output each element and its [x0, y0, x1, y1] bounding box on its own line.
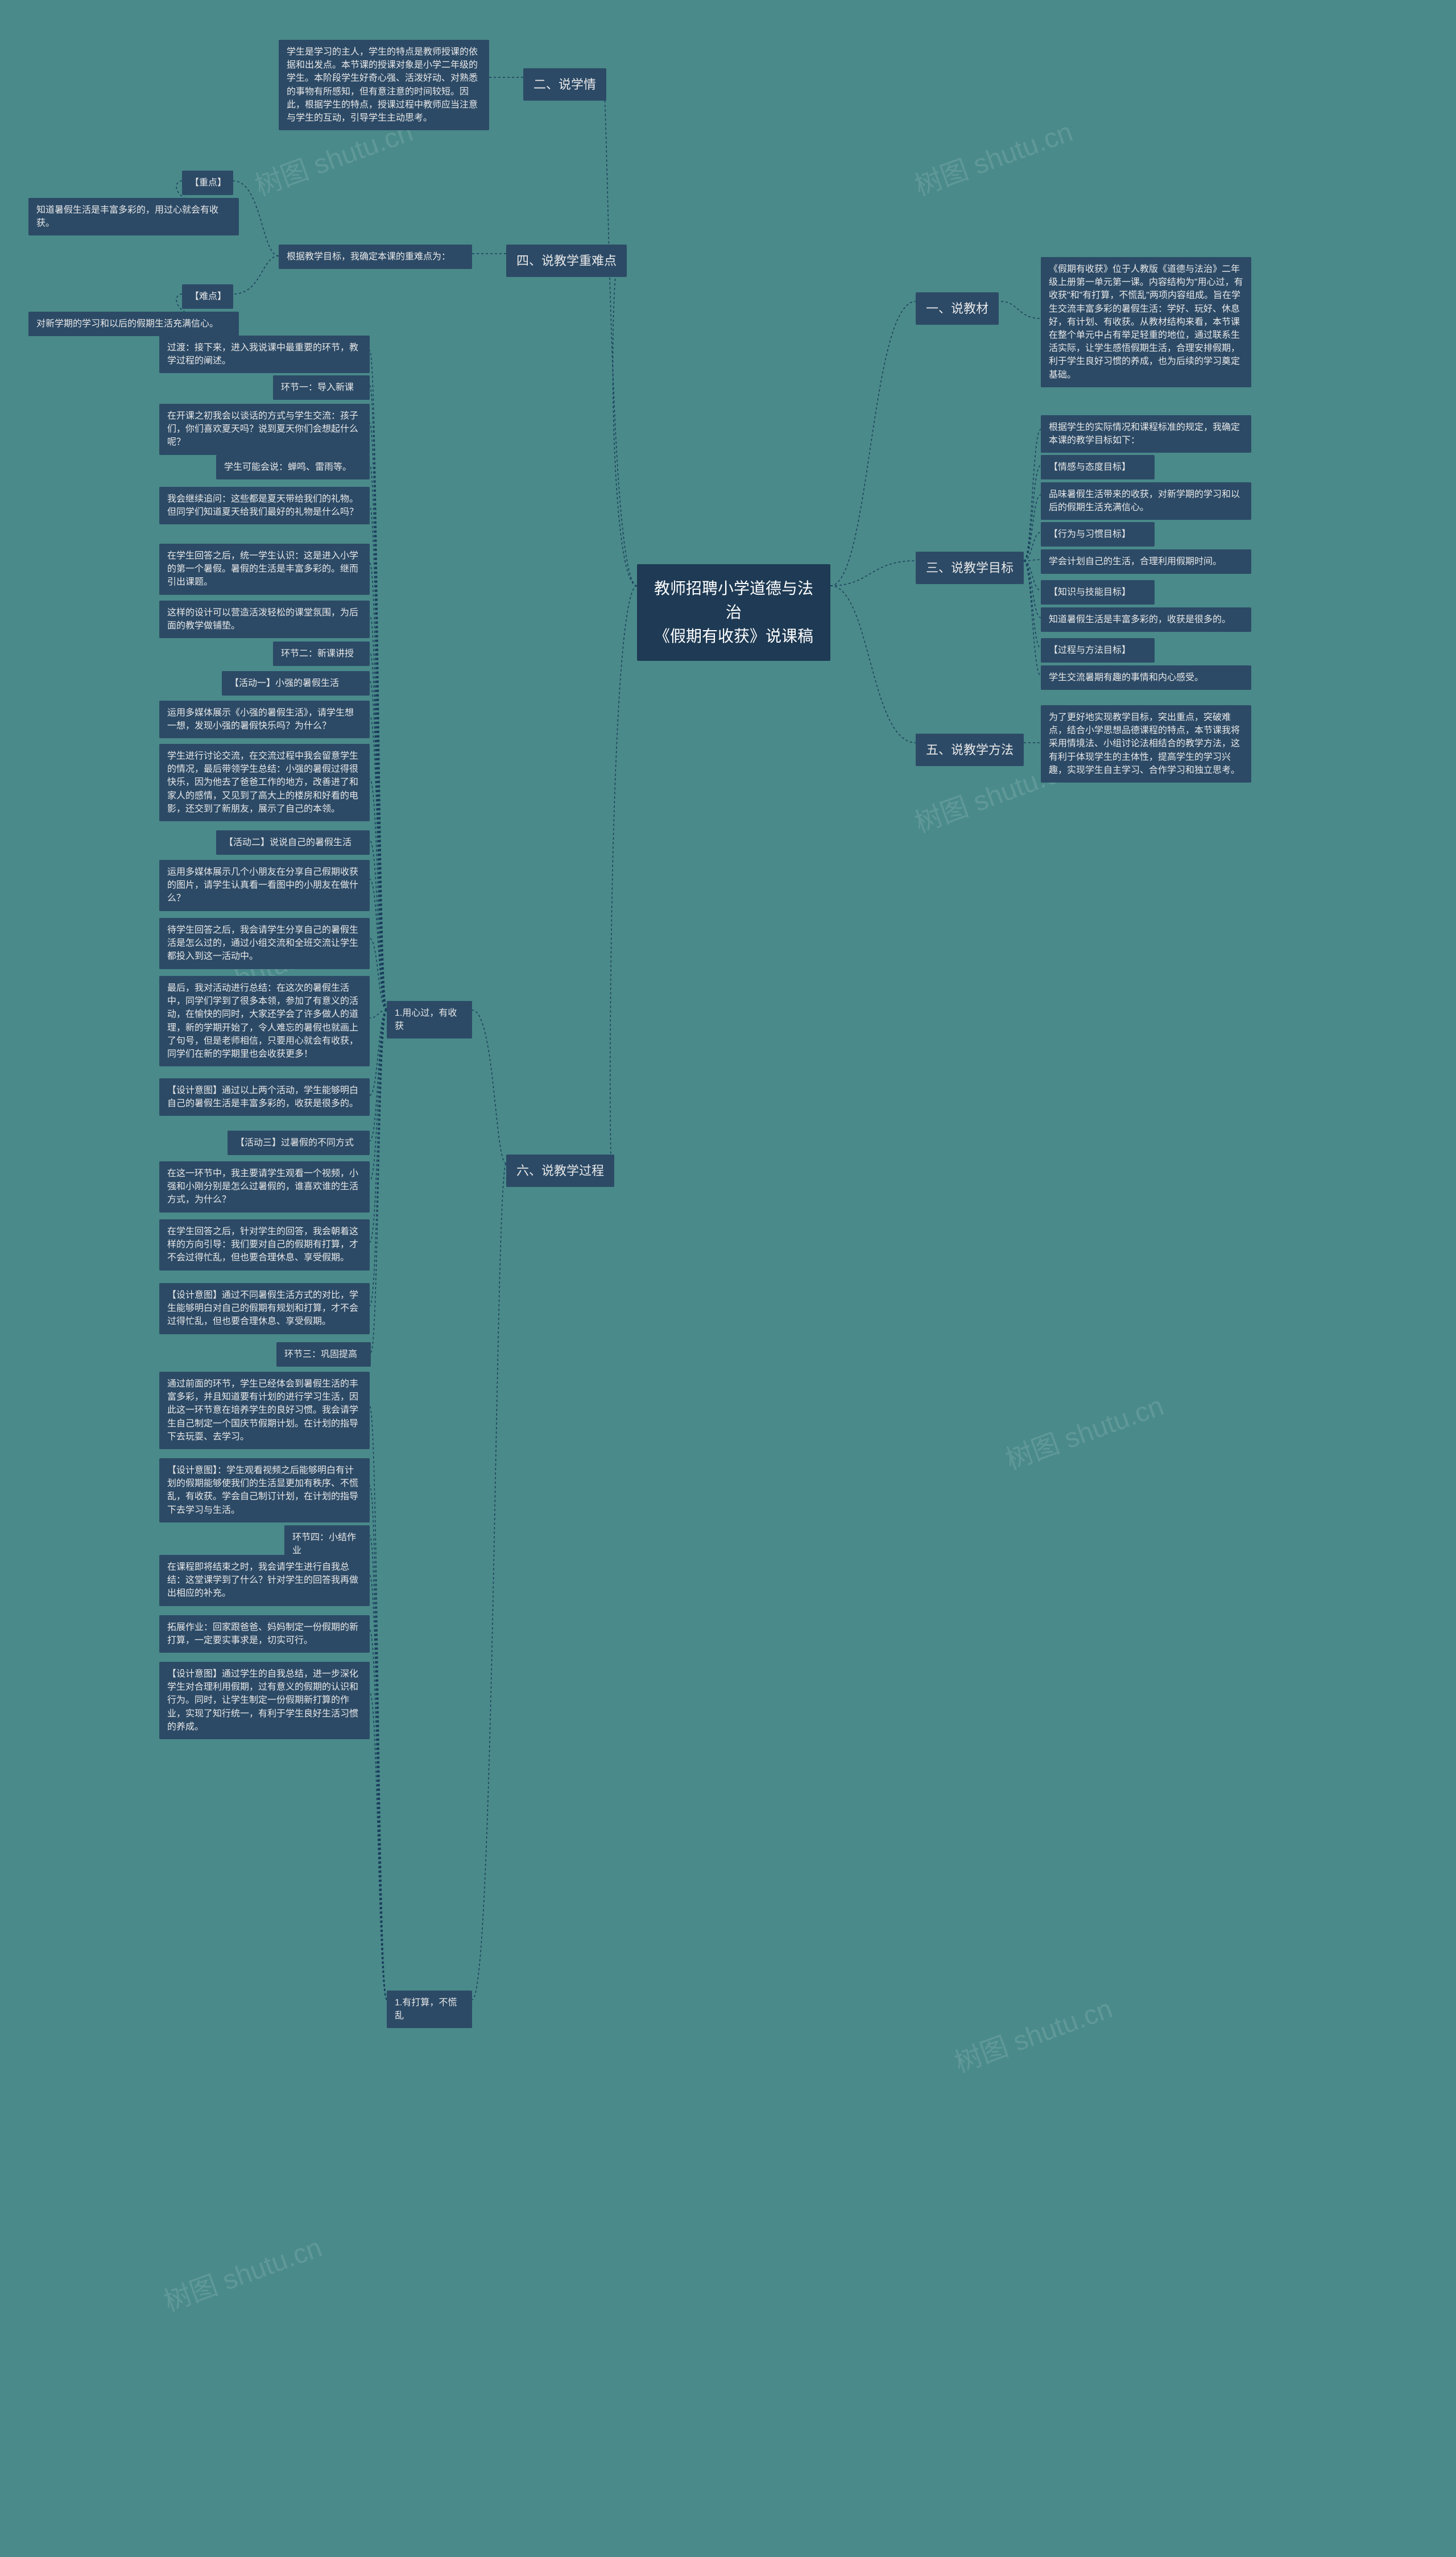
- branch-r3[interactable]: 三、说教学目标: [916, 552, 1024, 584]
- node-l6r[interactable]: 在这一环节中，我主要请学生观看一个视频，小强和小刚分别是怎么过暑假的，谁喜欢谁的…: [159, 1161, 370, 1213]
- node-l6q[interactable]: 【活动三】过暑假的不同方式: [228, 1131, 370, 1155]
- watermark: 树图 shutu.cn: [158, 2225, 326, 2319]
- node-l6c[interactable]: 在开课之初我会以谈话的方式与学生交流：孩子们，你们喜欢夏天吗？说到夏天你们会想起…: [159, 404, 370, 455]
- node-l4b[interactable]: 【重点】: [182, 171, 233, 195]
- node-r3c[interactable]: 品味暑假生活带来的收获，对新学期的学习和以后的假期生活充满信心。: [1041, 482, 1251, 520]
- node-l6s[interactable]: 在学生回答之后，针对学生的回答，我会朝着这样的方向引导：我们要对自己的假期有打算…: [159, 1219, 370, 1271]
- node-l6l[interactable]: 【活动二】说说自己的暑假生活: [216, 830, 370, 855]
- node-l6t[interactable]: 【设计意图】通过不同暑假生活方式的对比，学生能够明白对自己的假期有规划和打算，才…: [159, 1283, 370, 1334]
- node-r3d[interactable]: 【行为与习惯目标】: [1041, 522, 1155, 547]
- node-l6g[interactable]: 这样的设计可以营造活泼轻松的课堂氛围，为后面的教学做铺垫。: [159, 601, 370, 638]
- node-l6s1[interactable]: 1.用心过，有收获: [387, 1001, 472, 1038]
- branch-l2[interactable]: 二、说学情: [523, 68, 606, 101]
- node-r3h[interactable]: 【过程与方法目标】: [1041, 638, 1155, 663]
- branch-r5[interactable]: 五、说教学方法: [916, 734, 1024, 766]
- node-l4p[interactable]: 根据教学目标，我确定本课的重难点为：: [279, 245, 472, 269]
- watermark: 树图 shutu.cn: [999, 1383, 1168, 1477]
- node-l6o[interactable]: 最后，我对活动进行总结：在这次的暑假生活中，同学们学到了很多本领，参加了有意义的…: [159, 976, 370, 1066]
- node-l6f[interactable]: 在学生回答之后，统一学生认识：这是进入小学的第一个暑假。暑假的生活是丰富多彩的。…: [159, 544, 370, 595]
- branch-l4[interactable]: 四、说教学重难点: [506, 245, 627, 277]
- center-line2: 《假期有收获》说课稿: [653, 624, 814, 648]
- node-l6aa[interactable]: 【设计意图】通过学生的自我总结，进一步深化学生对合理利用假期，过有意义的假期的认…: [159, 1662, 370, 1739]
- node-l6n[interactable]: 待学生回答之后，我会请学生分享自己的暑假生活是怎么过的，通过小组交流和全班交流让…: [159, 918, 370, 969]
- node-l6e[interactable]: 我会继续追问：这些都是夏天带给我们的礼物。但同学们知道夏天给我们最好的礼物是什么…: [159, 487, 370, 524]
- node-r3a[interactable]: 根据学生的实际情况和课程标准的规定，我确定本课的教学目标如下：: [1041, 415, 1251, 453]
- center-node[interactable]: 教师招聘小学道德与法治 《假期有收获》说课稿: [637, 564, 830, 661]
- node-l6v[interactable]: 通过前面的环节，学生已经体会到暑假生活的丰富多彩，并且知道要有计划的进行学习生活…: [159, 1372, 370, 1449]
- node-l6a[interactable]: 过渡：接下来，进入我说课中最重要的环节，教学过程的阐述。: [159, 336, 370, 373]
- node-r3e[interactable]: 学会计划自己的生活，合理利用假期时间。: [1041, 549, 1251, 574]
- node-r5a[interactable]: 为了更好地实现教学目标，突出重点，突破难点，结合小学思想品德课程的特点，本节课我…: [1041, 705, 1251, 783]
- node-l6i[interactable]: 【活动一】小强的暑假生活: [222, 671, 370, 696]
- node-r1a[interactable]: 《假期有收获》位于人教版《道德与法治》二年级上册第一单元第一课。内容结构为"用心…: [1041, 257, 1251, 387]
- watermark: 树图 shutu.cn: [908, 109, 1077, 203]
- node-l4c[interactable]: 知道暑假生活是丰富多彩的，用过心就会有收获。: [28, 198, 239, 235]
- node-l6y[interactable]: 在课程即将结束之时，我会请学生进行自我总结：这堂课学到了什么？针对学生的回答我再…: [159, 1555, 370, 1606]
- branch-l6[interactable]: 六、说教学过程: [506, 1155, 614, 1187]
- center-line1: 教师招聘小学道德与法治: [653, 577, 814, 624]
- node-l6m[interactable]: 运用多媒体展示几个小朋友在分享自己假期收获的图片，请学生认真看一看图中的小朋友在…: [159, 860, 370, 911]
- node-l6j[interactable]: 运用多媒体展示《小强的暑假生活》，请学生想一想，发现小强的暑假快乐吗？为什么？: [159, 701, 370, 738]
- node-l6s2[interactable]: 1.有打算，不慌乱: [387, 1991, 472, 2028]
- watermark: 树图 shutu.cn: [948, 1986, 1117, 2080]
- node-l6p[interactable]: 【设计意图】通过以上两个活动，学生能够明白自己的暑假生活是丰富多彩的，收获是很多…: [159, 1078, 370, 1116]
- branch-r1[interactable]: 一、说教材: [916, 292, 999, 325]
- node-l6u[interactable]: 环节三：巩固提高: [276, 1342, 371, 1367]
- node-l4e[interactable]: 对新学期的学习和以后的假期生活充满信心。: [28, 312, 239, 336]
- node-l6k[interactable]: 学生进行讨论交流，在交流过程中我会留意学生的情况，最后带领学生总结：小强的暑假过…: [159, 744, 370, 821]
- node-r3f[interactable]: 【知识与技能目标】: [1041, 580, 1155, 605]
- node-l2a[interactable]: 学生是学习的主人，学生的特点是教师授课的依据和出发点。本节课的授课对象是小学二年…: [279, 40, 489, 130]
- node-r3b[interactable]: 【情感与态度目标】: [1041, 455, 1155, 479]
- node-l6b[interactable]: 环节一：导入新课: [273, 375, 370, 400]
- node-r3i[interactable]: 学生交流暑期有趣的事情和内心感受。: [1041, 665, 1251, 690]
- node-l4d[interactable]: 【难点】: [182, 284, 233, 309]
- node-l6z[interactable]: 拓展作业：回家跟爸爸、妈妈制定一份假期的新打算，一定要实事求是，切实可行。: [159, 1615, 370, 1653]
- node-l6w[interactable]: 【设计意图】：学生观看视频之后能够明白有计划的假期能够使我们的生活显更加有秩序、…: [159, 1458, 370, 1522]
- node-l6d[interactable]: 学生可能会说：蝉鸣、雷雨等。: [216, 455, 370, 479]
- node-l6h[interactable]: 环节二：新课讲授: [273, 642, 370, 666]
- node-r3g[interactable]: 知道暑假生活是丰富多彩的，收获是很多的。: [1041, 607, 1251, 632]
